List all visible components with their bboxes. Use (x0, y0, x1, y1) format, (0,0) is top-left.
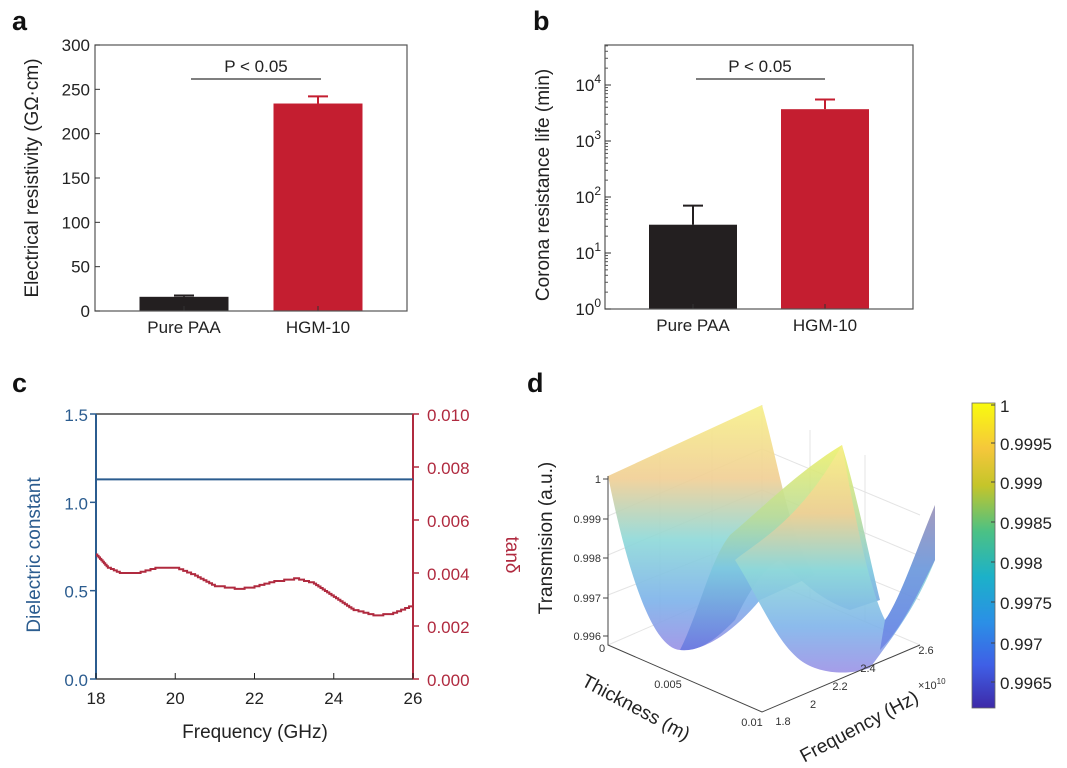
left-y-axis-label: Dielectric constant (24, 477, 45, 633)
z-tick-label-2: 0.998 (573, 553, 601, 565)
y-axis-label: Electrical resistivity (GΩ·cm) (22, 58, 43, 297)
y-tick-label-4: 104 (575, 72, 601, 95)
left-y-tick-label-2: 1.0 (64, 494, 88, 513)
y-tick-label-3: 103 (575, 128, 601, 151)
thickness-tick-label-1: 0.005 (654, 679, 682, 691)
colorbar-tick-label-7: 0.9965 (1000, 674, 1052, 693)
y-tick-label-3: 150 (62, 169, 90, 188)
y-tick-label-0: 0 (81, 302, 90, 321)
right-y-tick-label-2: 0.004 (427, 565, 470, 584)
z-tick-label-1: 0.997 (573, 593, 601, 605)
x-tick-label-4: 26 (404, 689, 423, 708)
x-tick-label-1: 20 (166, 689, 185, 708)
right-y-tick-label-0: 0.000 (427, 671, 470, 690)
tick-base: 10 (575, 188, 594, 207)
frequency-tick-label-0: 1.8 (775, 716, 790, 728)
error-bar-1 (815, 98, 835, 110)
left-y-tick-label-0: 0.0 (64, 671, 88, 690)
y-tick-label-4: 200 (62, 125, 90, 144)
frequency-tick-label-4: 2.6 (918, 645, 933, 657)
tick-exponent: 3 (594, 128, 601, 142)
thickness-tick-label-0: 0 (599, 643, 605, 655)
panel-letter-a: a (12, 6, 28, 36)
error-bar-1 (308, 95, 328, 104)
colorbar-tick-label-6: 0.997 (1000, 635, 1043, 654)
right-y-axis-label: tanδ (501, 537, 522, 574)
panel-letter-b: b (533, 6, 550, 36)
colorbar (971, 402, 996, 709)
y-tick-label-1: 50 (71, 258, 90, 277)
frequency-tick-label-3: 2.4 (860, 663, 875, 675)
x-tick-label-0: Pure PAA (656, 316, 730, 335)
x-tick-label-1: HGM-10 (793, 316, 857, 335)
significance-label: P < 0.05 (224, 57, 288, 76)
error-bar-0 (683, 204, 703, 225)
y-tick-label-1: 101 (575, 240, 601, 263)
colorbar-tick-label-2: 0.999 (1000, 474, 1043, 493)
z-tick-label-4: 1 (595, 474, 601, 486)
bar-0 (139, 296, 229, 311)
panel-d-surface-plot (607, 405, 935, 713)
surface-front-sheet (735, 445, 935, 673)
right-y-tick-label-5: 0.010 (427, 406, 470, 425)
y-tick-label-0: 100 (575, 296, 601, 319)
right-y-tick-label-1: 0.002 (427, 618, 470, 637)
bar-0 (649, 224, 737, 309)
right-y-tick-label-4: 0.008 (427, 459, 470, 478)
tick-exponent: 4 (594, 72, 601, 86)
z-tick-label-0: 0.996 (573, 631, 601, 643)
x-tick-label-3: 24 (324, 689, 343, 708)
tick-exponent: 0 (594, 296, 601, 310)
tick-exponent: 2 (594, 184, 601, 198)
tick-base: 10 (575, 132, 594, 151)
y-tick-label-6: 300 (62, 36, 90, 55)
significance-label: P < 0.05 (728, 57, 792, 76)
frequency-tick-label-2: 2.2 (832, 681, 847, 693)
surface-axes (607, 476, 921, 713)
multiplier-base: ×10 (918, 680, 937, 692)
panel-letter-d: d (527, 368, 544, 398)
x-tick-label-0: 18 (87, 689, 106, 708)
z-tick-label-3: 0.999 (573, 514, 601, 526)
surface-right-valley (880, 505, 935, 650)
left-y-tick-label-3: 1.5 (64, 406, 88, 425)
panel-c-dual-axis-line-chart: 18 20 22 24 26 0.0 0.5 1.0 1.5 0.000 0.002 0.004 0.0… (24, 406, 522, 743)
tick-exponent: 1 (594, 240, 601, 254)
y-tick-label-5: 250 (62, 80, 90, 99)
x-tick-label-0: Pure PAA (147, 318, 221, 337)
y-axis-label: Corona resistance life (min) (533, 69, 554, 301)
series-line-tan-delta (96, 553, 414, 617)
x-axis-label: Frequency (GHz) (182, 722, 328, 743)
bar-1 (781, 109, 869, 310)
x-tick-label-1: HGM-10 (286, 318, 350, 337)
z-axis-label: Transmision (a.u.) (536, 462, 557, 614)
y-tick-label-2: 100 (62, 213, 90, 232)
plot-frame (604, 44, 914, 310)
x-tick-label-2: 22 (245, 689, 264, 708)
colorbar-tick-label-1: 0.9995 (1000, 435, 1052, 454)
frequency-multiplier: ×1010 (918, 677, 946, 692)
tick-base: 10 (575, 244, 594, 263)
tick-base: 10 (575, 76, 594, 95)
frequency-tick-label-1: 2 (810, 699, 816, 711)
panel-letter-c: c (12, 368, 27, 398)
colorbar-tick-label-5: 0.9975 (1000, 594, 1052, 613)
tick-base: 10 (575, 300, 594, 319)
multiplier-exponent: 10 (937, 677, 946, 686)
panel-a-bar-chart: Pure PAA HGM-10 0 50 100 150 200 250 300 P < 0.05… (22, 36, 408, 337)
thickness-tick-label-2: 0.01 (741, 717, 762, 729)
colorbar-tick-label-3: 0.9985 (1000, 514, 1052, 533)
left-y-tick-label-1: 0.5 (64, 583, 88, 602)
y-tick-label-2: 102 (575, 184, 601, 207)
right-y-tick-label-3: 0.006 (427, 512, 470, 531)
bar-1 (273, 103, 363, 312)
colorbar-tick-label-0: 1 (1000, 397, 1009, 416)
colorbar-tick-label-4: 0.998 (1000, 554, 1043, 573)
error-bar-0 (174, 294, 194, 297)
